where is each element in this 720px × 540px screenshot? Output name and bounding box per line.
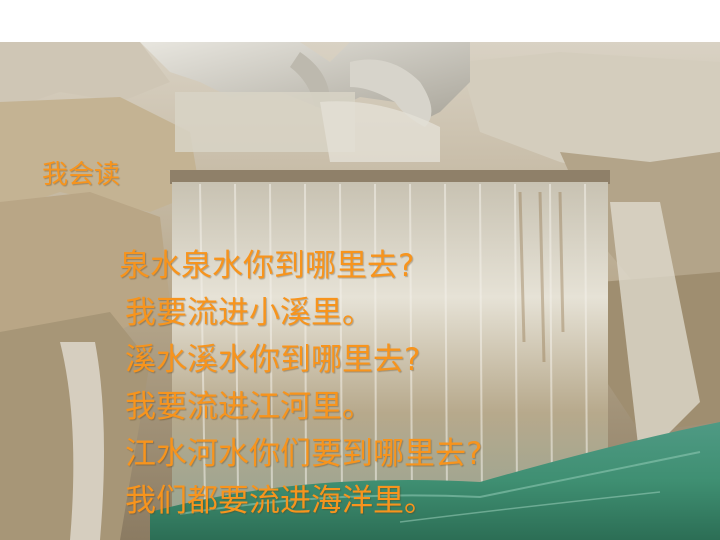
- poem-line-1: 泉水泉水你到哪里去?: [119, 248, 415, 284]
- top-white-band: [0, 0, 720, 42]
- poem-lines: 泉水泉水你到哪里去? 我要流进小溪里。 溪水溪水你到哪里去? 我要流进江河里。 …: [119, 243, 482, 525]
- poem-line-2: 我要流进小溪里。: [125, 295, 373, 331]
- poem-line-4: 我要流进江河里。: [125, 389, 373, 425]
- heading-wo-hui-du: 我会读: [42, 160, 121, 190]
- poem-line-6: 我们都要流进海洋里。: [125, 483, 435, 519]
- poem-line-5: 江水河水你们要到哪里去?: [125, 436, 483, 472]
- poem-line-3: 溪水溪水你到哪里去?: [125, 342, 421, 378]
- fountain-waterfall-photo: [0, 42, 720, 540]
